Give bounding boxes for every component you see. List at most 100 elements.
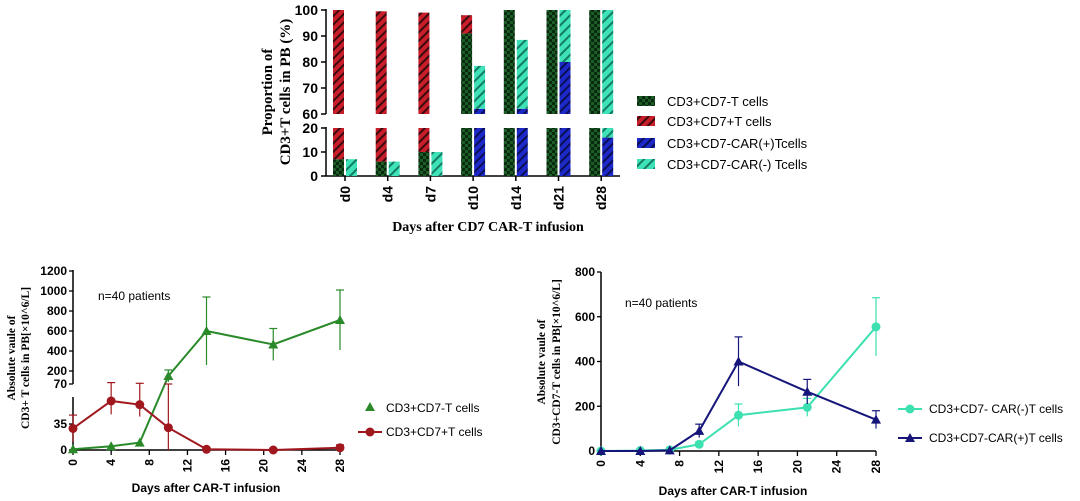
left-point-1 (135, 400, 145, 410)
right-chart-series (596, 297, 881, 456)
bar-x-tick-label-d28: d28 (593, 186, 609, 210)
left-y-tick-label: 1200 (40, 264, 67, 278)
bar-carpos-d21-lower (559, 128, 571, 176)
bar-legend-swatch (637, 116, 655, 126)
bar-cd7pos-d4-upper (375, 11, 387, 114)
bar-cd7neg-d10-upper (461, 33, 473, 114)
left-y-tick-label: 400 (47, 344, 67, 358)
left-y-label-line1: Absolute vaule of (6, 315, 18, 400)
bar-cd7neg-d21-lower (546, 128, 558, 176)
bar-cd7neg-d10-lower (461, 128, 473, 176)
left-chart-ticks: 200 400 600 800 1000 1200 0 35 70 0 4 8 12 16 20 24 28 (40, 264, 347, 472)
left-y-tick-label: 70 (54, 377, 68, 391)
left-y-tick-label: 35 (54, 417, 68, 431)
right-legend-marker (905, 404, 915, 414)
left-point-0 (201, 326, 212, 335)
left-x-tick-label: 12 (180, 459, 194, 473)
bar-y-tick-label: 80 (302, 54, 318, 70)
bar-x-tick-label-d4: d4 (380, 186, 396, 203)
right-y-tick-label: 600 (575, 310, 595, 324)
left-y-label-line2: CD3+ T cells in PB[×10^6/L] (20, 287, 32, 429)
right-x-tick-label: 16 (751, 460, 765, 474)
bar-carneg-d21-lower (559, 10, 571, 62)
left-point-0 (335, 315, 345, 324)
bar-x-tick-label-d10: d10 (465, 186, 481, 210)
right-point-0 (802, 402, 812, 412)
bar-cd7neg-d0-lower (333, 159, 344, 176)
left-y-tick-label: 600 (47, 324, 67, 338)
left-annotation: n=40 patients (98, 289, 170, 303)
bar-cd7pos-d10-lower (461, 15, 473, 34)
bar-y-label-line2: CD3+T cells in PB (%) (278, 19, 294, 166)
bar-carneg-d4-lower (388, 161, 400, 176)
bar-cd7neg-d21-upper (546, 10, 558, 114)
bar-cd7neg-d14-upper (503, 10, 515, 114)
bar-legend-swatch (637, 159, 655, 169)
bar-y-tick-label: 100 (295, 2, 319, 18)
right-point-0 (694, 439, 704, 449)
bar-legend-label: CD3+CD7-CAR(-) Tcells (667, 157, 808, 172)
bar-y-tick-label: 0 (310, 168, 318, 184)
right-x-label: Days after CAR-T infusion (659, 484, 808, 498)
bar-y-label-line1: Proportion of (260, 48, 276, 136)
right-x-tick-label: 0 (594, 460, 608, 467)
bar-carneg-d28-lower (602, 128, 614, 138)
left-x-tick-label: 24 (295, 459, 309, 473)
line-chart-left: 200 400 600 800 1000 1200 0 35 70 0 4 8 12 16 20 24 28 n… (6, 264, 482, 495)
right-point-0 (734, 410, 743, 420)
bar-y-tick-label: 90 (302, 28, 318, 44)
left-legend-marker (365, 427, 375, 437)
bar-cd7neg-d4-lower (375, 161, 387, 176)
bar-x-label: Days after CD7 CAR-T infusion (392, 220, 584, 235)
bar-x-tick-label-d14: d14 (508, 186, 524, 210)
left-legend-marker (365, 402, 375, 411)
bar-legend-label: CD3+CD7+T cells (667, 114, 772, 129)
left-y-tick-label: 1000 (40, 284, 67, 298)
right-y-label-line1: Absolute vaule of (536, 319, 548, 404)
right-legend-label: CD3+CD7-CAR(+)T cells (929, 431, 1063, 445)
bar-chart-ticks: 60 70 80 90 100 0 10 20 d0 d4 d7 d10 d14 d21 d28 (295, 2, 610, 210)
bar-legend-label: CD3+CD7-T cells (667, 94, 769, 109)
right-point-1 (664, 445, 675, 455)
bar-x-tick-label-d0: d0 (337, 186, 353, 203)
bar-carpos-d28-lower (602, 137, 614, 176)
bar-cd7neg-d14-lower (503, 128, 515, 176)
right-x-tick-label: 12 (712, 460, 726, 474)
left-point-1 (68, 423, 78, 433)
left-x-tick-label: 16 (219, 459, 233, 473)
left-point-1 (335, 443, 345, 453)
right-point-1 (733, 356, 744, 366)
bar-legend-swatch (637, 96, 655, 106)
bar-chart-bars (333, 10, 614, 176)
right-x-tick-label: 4 (633, 460, 647, 467)
left-point-1 (163, 423, 173, 433)
bar-cd7neg-d28-lower (589, 128, 601, 176)
right-y-tick-label: 400 (575, 355, 595, 369)
left-point-0 (106, 441, 117, 451)
bar-cd7pos-d0-lower (333, 128, 344, 160)
left-x-tick-label: 28 (333, 459, 347, 473)
bar-cd7neg-d7-lower (418, 152, 430, 176)
bar-y-tick-label: 60 (302, 106, 318, 122)
right-y-tick-label: 0 (588, 444, 595, 458)
stacked-bar-chart: 60 70 80 90 100 0 10 20 d0 d4 d7 d10 d14 d21 d28 Propo… (260, 2, 808, 235)
right-x-tick-label: 8 (673, 460, 687, 467)
right-point-1 (635, 446, 646, 455)
bar-carpos-d21-upper (559, 62, 571, 114)
right-y-tick-label: 800 (575, 265, 595, 279)
right-point-1 (802, 386, 813, 396)
bar-y-tick-label: 20 (302, 120, 318, 136)
bar-carneg-d0-lower (346, 159, 357, 176)
left-y-tick-label: 800 (47, 304, 67, 318)
bar-carpos-d14-upper (516, 108, 528, 114)
bar-cd7pos-d7-lower (418, 128, 430, 152)
bar-cd7pos-d7-upper (418, 12, 430, 115)
right-point-1 (596, 446, 606, 455)
left-y-tick-label: 200 (47, 364, 67, 378)
right-x-tick-label: 28 (869, 460, 883, 474)
bar-legend-swatch (637, 138, 655, 148)
bar-chart-legend: CD3+CD7-T cells CD3+CD7+T cells CD3+CD7-CA… (637, 94, 808, 172)
left-point-1 (268, 445, 278, 455)
bar-x-tick-label-d7: d7 (422, 186, 438, 203)
